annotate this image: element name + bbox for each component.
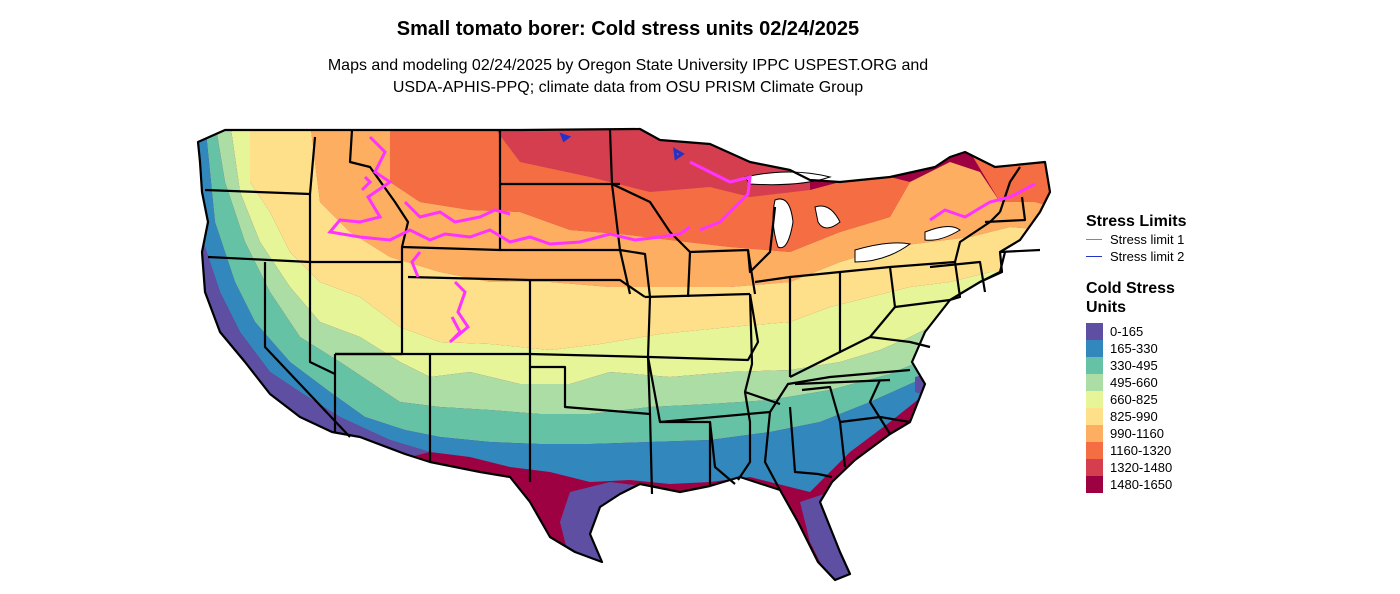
legend-class-9: 1480-1650 bbox=[1086, 476, 1206, 493]
state-boundaries bbox=[196, 127, 1052, 582]
legend-class-swatch bbox=[1086, 374, 1103, 391]
legend-class-8: 1320-1480 bbox=[1086, 459, 1206, 476]
legend-class-swatch bbox=[1086, 476, 1103, 493]
legend-class-7: 1160-1320 bbox=[1086, 442, 1206, 459]
cold-stress-classes: 0-165 165-330 330-495 495-660 660-825 825-990… bbox=[1086, 323, 1206, 493]
legend-class-label: 1320-1480 bbox=[1110, 460, 1173, 475]
zone-1160-1320 bbox=[390, 129, 1050, 252]
stress-limit-1-contours bbox=[327, 135, 1036, 344]
stress-limit-1-label: Stress limit 1 bbox=[1110, 232, 1185, 247]
legend-class-3: 495-660 bbox=[1086, 374, 1206, 391]
stress-limit-2-swatch bbox=[1086, 256, 1102, 257]
map-legend: Stress Limits Stress limit 1 Stress limi… bbox=[1086, 212, 1206, 493]
legend-class-swatch bbox=[1086, 425, 1103, 442]
legend-item-stress-limit-2: Stress limit 2 bbox=[1086, 248, 1206, 265]
map-title: Small tomato borer: Cold stress units 02… bbox=[396, 18, 860, 40]
us-cold-stress-map bbox=[196, 127, 1052, 582]
legend-class-label: 825-990 bbox=[1110, 409, 1158, 424]
stress-limit-1-swatch bbox=[1086, 239, 1102, 240]
legend-item-stress-limit-1: Stress limit 1 bbox=[1086, 231, 1206, 248]
zone-660-825 bbox=[230, 129, 1050, 384]
legend-class-swatch bbox=[1086, 459, 1103, 476]
legend-class-5: 825-990 bbox=[1086, 408, 1206, 425]
subtitle-line-1: Maps and modeling 02/24/2025 by Oregon S… bbox=[327, 57, 929, 74]
legend-class-2: 330-495 bbox=[1086, 357, 1206, 374]
stress-limits-legend-title: Stress Limits bbox=[1086, 213, 1187, 230]
legend-class-label: 0-165 bbox=[1110, 324, 1144, 339]
legend-class-swatch bbox=[1086, 442, 1103, 459]
legend-class-swatch bbox=[1086, 391, 1103, 408]
legend-class-6: 990-1160 bbox=[1086, 425, 1206, 442]
legend-class-label: 660-825 bbox=[1110, 392, 1158, 407]
zone-825-990 bbox=[250, 129, 1050, 350]
legend-class-swatch bbox=[1086, 340, 1103, 357]
great-lakes bbox=[744, 171, 961, 263]
legend-class-swatch bbox=[1086, 323, 1103, 340]
stress-limit-2-contours bbox=[559, 132, 685, 161]
legend-class-label: 1480-1650 bbox=[1110, 477, 1173, 492]
legend-class-label: 495-660 bbox=[1110, 375, 1158, 390]
legend-class-swatch bbox=[1086, 357, 1103, 374]
legend-class-label: 165-330 bbox=[1110, 341, 1158, 356]
legend-class-1: 165-330 bbox=[1086, 340, 1206, 357]
legend-class-4: 660-825 bbox=[1086, 391, 1206, 408]
legend-class-label: 990-1160 bbox=[1110, 426, 1164, 441]
legend-class-label: 330-495 bbox=[1110, 358, 1158, 373]
subtitle-line-2: USDA-APHIS-PPQ; climate data from OSU PR… bbox=[392, 79, 864, 96]
cold-stress-legend-title: Cold Stress Units bbox=[1086, 280, 1175, 316]
legend-class-0: 0-165 bbox=[1086, 323, 1206, 340]
legend-class-swatch bbox=[1086, 408, 1103, 425]
stress-limit-2-label: Stress limit 2 bbox=[1110, 249, 1185, 264]
map-subtitle: Maps and modeling 02/24/2025 by Oregon S… bbox=[0, 55, 1256, 99]
legend-class-label: 1160-1320 bbox=[1110, 443, 1172, 458]
